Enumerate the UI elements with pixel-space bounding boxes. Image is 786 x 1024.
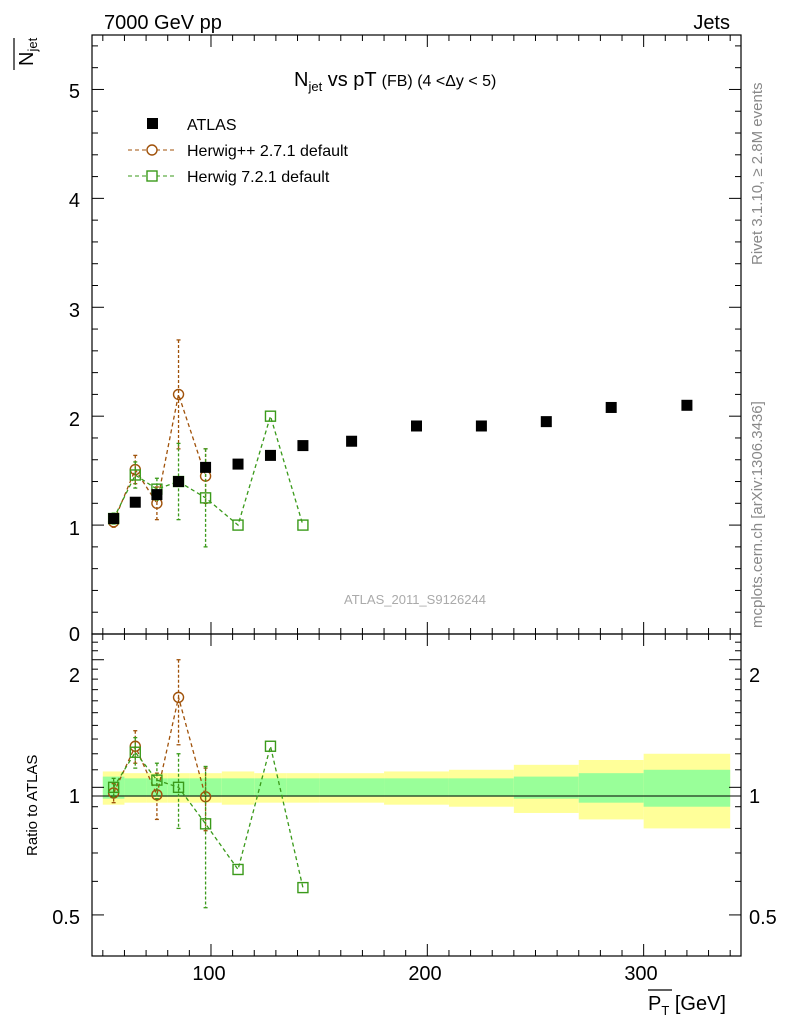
ratio-frame — [91, 633, 742, 957]
title-n: N — [294, 69, 308, 91]
main-atlas-point-8 — [346, 435, 358, 447]
main-herwig7-point-6 — [264, 410, 277, 422]
main-atlas-point-11 — [540, 416, 552, 428]
y-axis-label-main: Njet — [13, 37, 40, 70]
ratio-herwigpp-point-3 — [172, 691, 185, 704]
main-herwig7-line — [113, 413, 304, 527]
main-herwig7-point-7 — [297, 519, 309, 531]
ratio-herwig7-point-4 — [199, 818, 212, 830]
main-panel-data — [107, 339, 693, 548]
main-ytick-0: 0 — [69, 624, 80, 646]
ratio-panel-data — [107, 659, 309, 909]
main-herwig7-point-1 — [129, 469, 141, 481]
main-ytick-1: 1 — [69, 518, 80, 540]
ylabel-n: N — [16, 52, 38, 66]
header-left: 7000 GeV pp — [104, 12, 222, 34]
x-tick-labels: 100 200 300 — [192, 963, 657, 985]
title-vs: vs pT — [322, 69, 376, 91]
header-right: Jets — [693, 12, 730, 34]
ratio-ytick-right-1: 1 — [749, 786, 760, 808]
ratio-herwig7-point-2 — [151, 774, 163, 786]
svg-text:Njet: Njet — [16, 37, 40, 66]
main-atlas-point-5 — [232, 458, 244, 470]
band-inner-10 — [448, 778, 514, 797]
legend-atlas-label: ATLAS — [187, 117, 237, 134]
ratio-ytick-left-1: 1 — [69, 786, 80, 808]
band-inner-13 — [643, 769, 731, 807]
band-inner-11 — [513, 776, 579, 799]
band-inner-9 — [384, 778, 449, 797]
main-herwig7-point-5 — [232, 519, 244, 531]
rivet-label: Rivet 3.1.10, ≥ 2.8M events — [749, 83, 766, 266]
band-inner-1 — [124, 778, 147, 797]
ratio-herwig7-point-7 — [297, 881, 309, 894]
main-ytick-3: 3 — [69, 300, 80, 322]
svg-text:PT [GeV]: PT [GeV] — [648, 993, 726, 1018]
x-axis-label: PT [GeV] — [648, 989, 726, 1018]
band-inner-8 — [319, 778, 385, 797]
xtick-100: 100 — [192, 963, 225, 985]
xlabel-unit: [GeV] — [669, 993, 726, 1015]
ratio-herwigpp-point-1 — [129, 740, 141, 752]
title-range: (FB) (4 <Δy < 5) — [382, 73, 497, 90]
legend-atlas-marker — [147, 118, 158, 129]
main-atlas-point-1 — [129, 496, 141, 508]
main-atlas-point-0 — [108, 513, 120, 525]
plot-title: Njet vs pT (FB) (4 <Δy < 5) — [294, 69, 496, 94]
main-herwigpp-line — [113, 391, 207, 523]
main-atlas-point-3 — [173, 476, 185, 488]
ratio-herwig7-point-5 — [232, 863, 244, 876]
legend-herwig7-label: Herwig 7.2.1 default — [187, 169, 330, 186]
analysis-watermark: ATLAS_2011_S9126244 — [344, 592, 486, 607]
main-atlas-point-12 — [605, 401, 617, 413]
main-ytick-4: 4 — [69, 190, 80, 212]
ratio-ytick-right-2: 2 — [749, 665, 760, 687]
main-atlas-point-9 — [411, 420, 422, 432]
axis-ticks — [92, 35, 741, 956]
band-inner-5 — [221, 778, 255, 797]
main-atlas-point-13 — [681, 399, 693, 411]
main-herwig7-point-4 — [199, 492, 212, 504]
ratio-herwigpp-line — [113, 697, 207, 797]
ratio-ylabel: Ratio to ATLAS — [24, 755, 41, 856]
legend-herwigpp-marker — [146, 144, 158, 156]
ratio-herwig7-line — [113, 746, 304, 888]
main-atlas-point-6 — [264, 449, 276, 461]
main-herwigpp-point-3 — [172, 388, 185, 401]
main-ytick-5: 5 — [69, 81, 80, 103]
band-inner-6 — [254, 778, 287, 797]
xtick-300: 300 — [624, 963, 657, 985]
ratio-y-tick-labels: 0.5 1 2 0.5 1 2 — [52, 665, 777, 929]
main-atlas-point-10 — [475, 420, 487, 432]
band-inner-12 — [578, 773, 644, 803]
legend: ATLAS Herwig++ 2.7.1 default Herwig 7.2.… — [128, 117, 349, 186]
ylabel-sub: jet — [25, 37, 40, 52]
main-atlas-point-4 — [200, 461, 212, 473]
ratio-herwig7-point-0 — [107, 781, 120, 794]
main-y-tick-labels: 0 1 2 3 4 5 — [69, 81, 80, 646]
main-atlas-point-2 — [151, 489, 163, 501]
band-inner-7 — [286, 778, 320, 797]
ratio-herwig7-point-6 — [264, 740, 277, 752]
main-atlas-point-7 — [297, 440, 309, 452]
legend-herwigpp-label: Herwig++ 2.7.1 default — [187, 143, 349, 160]
xtick-200: 200 — [408, 963, 441, 985]
ratio-ytick-right-0: 0.5 — [749, 907, 777, 929]
mcplots-label: mcplots.cern.ch [arXiv:1306.3436] — [749, 401, 766, 628]
ratio-ytick-left-2: 2 — [69, 665, 80, 687]
title-sub: jet — [307, 79, 322, 94]
xlabel-p: P — [648, 993, 661, 1015]
ratio-herwig7-point-1 — [129, 746, 141, 758]
xlabel-sub: T — [661, 1003, 669, 1018]
legend-herwig7-marker — [146, 170, 158, 182]
ratio-herwig7-point-3 — [172, 781, 185, 794]
main-ytick-2: 2 — [69, 409, 80, 431]
ratio-ytick-left-0: 0.5 — [52, 907, 80, 929]
